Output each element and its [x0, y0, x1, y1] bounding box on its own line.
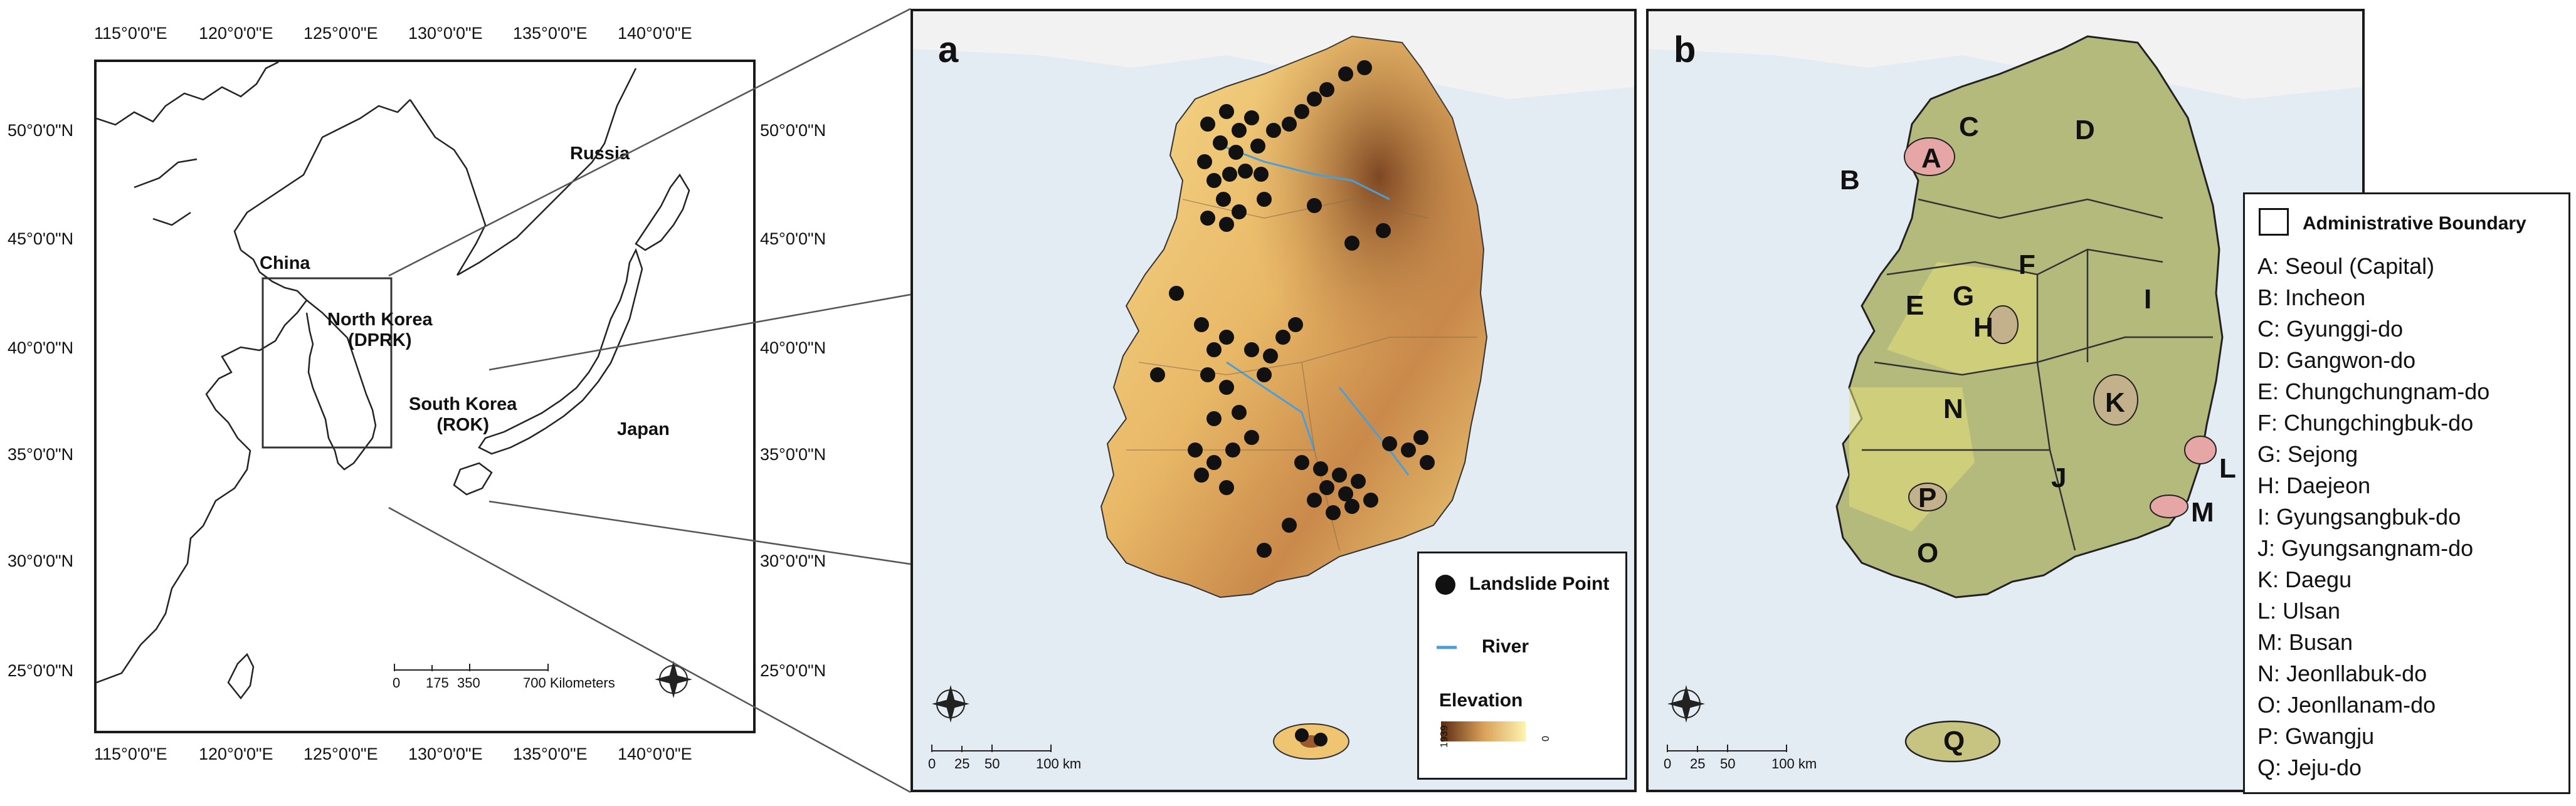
- scale-tick: 25: [954, 756, 970, 772]
- list-item: K: Daegu: [2257, 567, 2352, 592]
- label-china: China: [260, 253, 310, 273]
- list-item: M: Busan: [2257, 629, 2353, 655]
- panel-a-legend: Landslide Point River Elevation 1939 0: [1417, 552, 1627, 780]
- panel-a-elevation-map: a 0 25 50 100 km: [911, 9, 1637, 792]
- list-item: N: Jeonllabuk-do: [2257, 661, 2427, 686]
- map-label-n: N: [1943, 394, 1963, 424]
- right-tick: 25°0'0"N: [760, 661, 826, 680]
- legend-landslide-label: Landslide Point: [1469, 573, 1610, 594]
- label-north-korea: North Korea (DPRK): [327, 310, 433, 351]
- map-label-d: D: [2075, 115, 2095, 145]
- scale-tick: 100 km: [1036, 756, 1082, 772]
- map-label-f: F: [2019, 249, 2035, 280]
- elevation-ramp: [1441, 721, 1526, 741]
- map-label-k: K: [2105, 387, 2125, 418]
- map-label-e: E: [1906, 290, 1924, 321]
- list-item: A: Seoul (Capital): [2257, 253, 2435, 279]
- admin-region-list: A: Seoul (Capital) B: Incheon C: Gyunggi…: [2257, 251, 2489, 783]
- top-tick: 130°0'0"E: [408, 24, 483, 43]
- map-label-l: L: [2219, 453, 2236, 484]
- label-japan: Japan: [617, 419, 670, 439]
- north-arrow-icon: [655, 661, 692, 698]
- panel-b-letter: b: [1674, 29, 1696, 70]
- top-tick: 115°0'0"E: [94, 24, 167, 43]
- left-tick: 35°0'0"N: [8, 445, 74, 464]
- left-tick: 30°0'0"N: [8, 552, 74, 570]
- map-label-h: H: [1973, 312, 1993, 343]
- list-item: J: Gyungsangnam-do: [2257, 535, 2474, 561]
- bottom-tick: 120°0'0"E: [199, 745, 273, 763]
- scale-tick: 0: [1664, 756, 1672, 772]
- legend-river-label: River: [1482, 636, 1529, 657]
- top-tick: 140°0'0"E: [618, 24, 692, 43]
- map-label-j: J: [2051, 463, 2067, 493]
- scale-tick: 0: [928, 756, 936, 772]
- list-item: E: Chungchungnam-do: [2257, 379, 2490, 404]
- list-item: L: Ulsan: [2257, 598, 2341, 624]
- top-tick: 120°0'0"E: [199, 24, 273, 43]
- right-tick: 45°0'0"N: [760, 229, 826, 248]
- list-item: Q: Jeju-do: [2257, 755, 2362, 780]
- bottom-tick: 135°0'0"E: [513, 745, 588, 763]
- landslide-points: [1150, 60, 1435, 746]
- list-item: F: Chungchingbuk-do: [2257, 410, 2474, 436]
- list-item: D: Gangwon-do: [2257, 347, 2416, 373]
- panel-b-legend: Administrative Boundary A: Seoul (Capita…: [2243, 192, 2570, 794]
- legend-elev-high: 1939: [1439, 725, 1450, 748]
- right-tick: 50°0'0"N: [760, 121, 826, 140]
- map-label-m: M: [2191, 497, 2214, 528]
- label-south-korea: South Korea (ROK): [409, 394, 517, 436]
- scale-tick: 50: [984, 756, 1000, 772]
- panel-a-letter: a: [938, 29, 959, 70]
- bottom-tick: 115°0'0"E: [94, 745, 167, 763]
- list-item: G: Sejong: [2257, 441, 2358, 467]
- map-label-c: C: [1959, 112, 1979, 142]
- map-label-i: I: [2144, 284, 2152, 315]
- map-label-q: Q: [1943, 726, 1965, 756]
- korea-admin-map: [1649, 11, 2362, 763]
- right-tick: 40°0'0"N: [760, 338, 826, 357]
- right-tick: 30°0'0"N: [760, 552, 826, 570]
- korea-elevation-map: [913, 11, 1634, 760]
- top-tick: 135°0'0"E: [513, 24, 588, 43]
- overview-map: Russia China North Korea (DPRK) South Ko…: [94, 60, 756, 733]
- map-label-a: A: [1921, 143, 1941, 174]
- top-tick: 125°0'0"E: [304, 24, 378, 43]
- list-item: B: Incheon: [2257, 285, 2366, 310]
- map-label-p: P: [1918, 483, 1937, 513]
- legend-elevation-label: Elevation: [1439, 690, 1523, 711]
- bottom-tick: 130°0'0"E: [408, 745, 483, 763]
- list-item: I: Gyungsangbuk-do: [2257, 504, 2461, 530]
- scale-tick: 100 km: [1771, 756, 1817, 772]
- landslide-point-icon: [1435, 575, 1455, 595]
- right-tick: 35°0'0"N: [760, 445, 826, 464]
- legend-admin-title: Administrative Boundary: [2303, 213, 2526, 234]
- map-label-b: B: [1840, 165, 1860, 196]
- map-label-g: G: [1953, 281, 1975, 311]
- list-item: P: Gwangju: [2257, 723, 2375, 749]
- left-tick: 25°0'0"N: [8, 661, 74, 680]
- left-tick: 50°0'0"N: [8, 121, 74, 140]
- list-item: C: Gyunggi-do: [2257, 316, 2404, 342]
- legend-elev-low: 0: [1541, 736, 1551, 741]
- left-tick: 45°0'0"N: [8, 229, 74, 248]
- admin-boundary-swatch: [2259, 208, 2289, 236]
- map-label-o: O: [1917, 538, 1939, 568]
- scale-tick: 50: [1720, 756, 1736, 772]
- bottom-tick: 125°0'0"E: [304, 745, 378, 763]
- left-tick: 40°0'0"N: [8, 338, 74, 357]
- bottom-tick: 140°0'0"E: [618, 745, 692, 763]
- list-item: O: Jeonllanam-do: [2257, 692, 2436, 718]
- scale-tick: 25: [1690, 756, 1706, 772]
- list-item: H: Daejeon: [2257, 473, 2371, 498]
